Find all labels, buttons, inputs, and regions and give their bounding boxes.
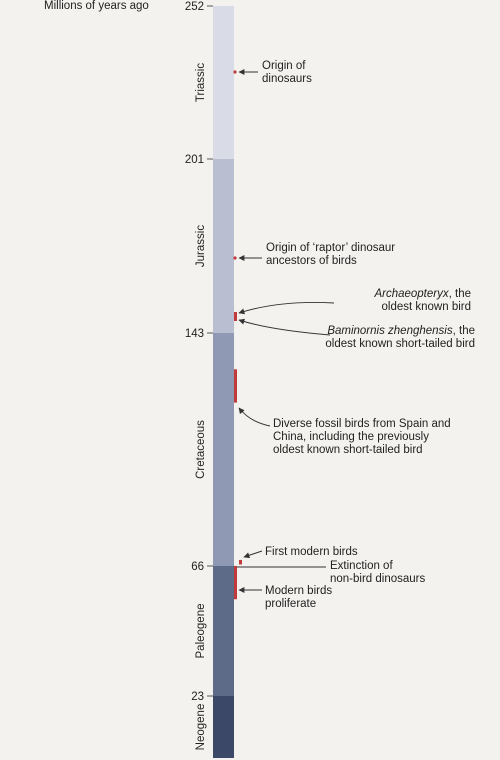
diverse-fossils-label-line2: China, including the previously xyxy=(273,431,429,443)
raptor-ancestors-label-line1: Origin of ‘raptor’ dinosaur xyxy=(266,242,395,254)
archaeopteryx-arrow xyxy=(238,301,335,315)
origin-dinosaurs-marker xyxy=(233,70,237,74)
baminornis-label-line2: oldest known short-tailed bird xyxy=(325,338,475,350)
extinction-label-line2: non-bird dinosaurs xyxy=(330,573,426,585)
proliferate-marker xyxy=(234,566,237,600)
period-label-neogene: Neogene xyxy=(195,704,207,751)
proliferate-label-line2: proliferate xyxy=(265,598,316,610)
origin-dinosaurs-label-line2: dinosaurs xyxy=(262,73,312,85)
period-bar-jurassic xyxy=(213,159,234,333)
archaeopteryx-label-line2: oldest known bird xyxy=(382,301,472,313)
raptor-ancestors-label-line2: ancestors of birds xyxy=(266,255,357,267)
first-modern-marker xyxy=(239,559,242,565)
raptor-ancestors-marker xyxy=(233,256,237,260)
tick-label: 66 xyxy=(191,561,204,573)
diverse-fossils-label-line1: Diverse fossil birds from Spain and xyxy=(273,418,451,430)
diverse-fossils-marker xyxy=(234,369,237,403)
tick-label: 143 xyxy=(185,328,204,340)
diverse-fossils-label-line3: oldest known short-tailed bird xyxy=(273,444,423,456)
axis-title: Millions of years ago xyxy=(44,0,149,12)
tick-label: 23 xyxy=(191,691,204,703)
period-bar-neogene xyxy=(213,696,234,758)
extinction-label-line1: Extinction of xyxy=(330,560,393,572)
origin-dinosaurs-label-line1: Origin of xyxy=(262,60,306,72)
period-label-paleogene: Paleogene xyxy=(195,604,207,659)
baminornis-label-line1: Baminornis zhenghensis, the xyxy=(327,325,475,337)
period-bar-paleogene xyxy=(213,566,234,696)
period-label-triassic: Triassic xyxy=(195,63,207,102)
tick-label: 252 xyxy=(185,1,204,13)
tick-label: 201 xyxy=(185,154,204,166)
period-label-jurassic: Jurassic xyxy=(195,225,207,267)
period-label-cretaceous: Cretaceous xyxy=(195,420,207,479)
proliferate-label-line1: Modern birds xyxy=(265,585,332,597)
archaeopteryx-marker xyxy=(234,312,237,321)
archaeopteryx-label-line1: Archaeopteryx, the xyxy=(373,288,471,300)
diverse-fossils-arrow xyxy=(238,407,271,427)
baminornis-arrow xyxy=(238,318,331,336)
period-bar-triassic xyxy=(213,6,234,159)
archaeopteryx-species-name: Archaeopteryx xyxy=(373,288,449,300)
period-bar-cretaceous xyxy=(213,333,234,566)
first-modern-arrow xyxy=(243,550,263,559)
first-modern-label-line1: First modern birds xyxy=(265,546,358,558)
baminornis-species-name: Baminornis zhenghensis xyxy=(327,325,453,337)
